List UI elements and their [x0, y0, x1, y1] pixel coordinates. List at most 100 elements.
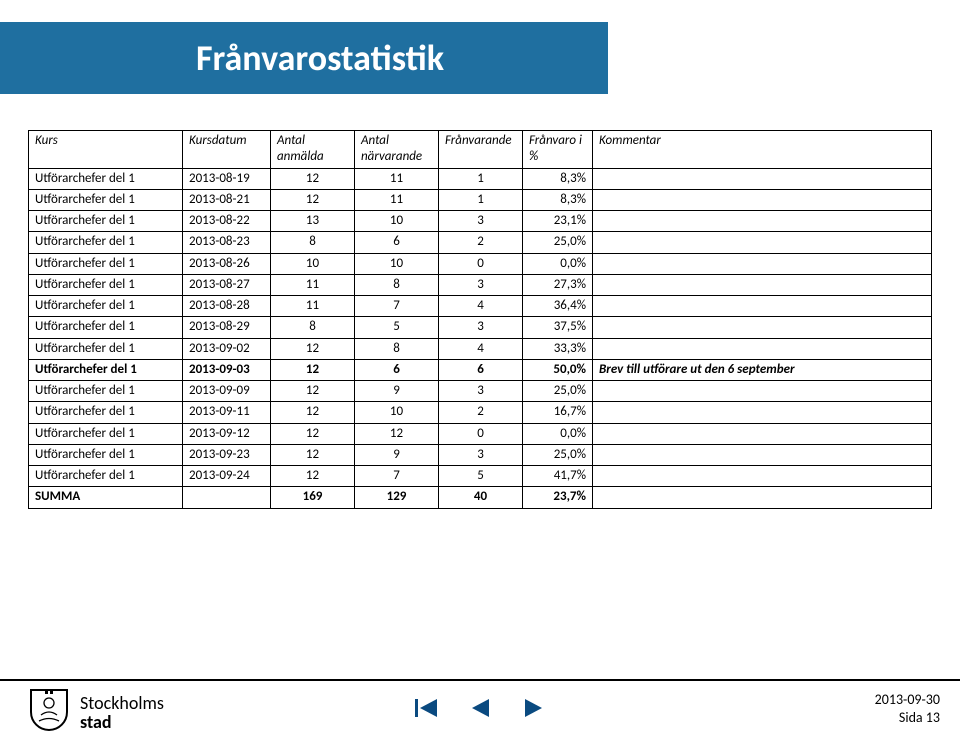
cell-kurs: Utförarchefer del 1: [29, 253, 183, 274]
cell-kurs: Utförarchefer del 1: [29, 317, 183, 338]
cell-kurs: Utförarchefer del 1: [29, 168, 183, 189]
nav-first-icon[interactable]: [413, 695, 439, 726]
cell-pct: 33,3%: [523, 338, 593, 359]
cell-date: 2013-08-23: [183, 232, 271, 253]
cell-kurs: Utförarchefer del 1: [29, 359, 183, 380]
cell-date: 2013-08-19: [183, 168, 271, 189]
table-row: Utförarchefer del 12013-09-24127541,7%: [29, 466, 932, 487]
cell-pct: 25,0%: [523, 232, 593, 253]
cell-summa-narv: 129: [355, 487, 439, 508]
cell-anmalda: 12: [271, 189, 355, 210]
cell-franvarande: 4: [439, 338, 523, 359]
cell-comment: [593, 317, 932, 338]
cell-pct: 37,5%: [523, 317, 593, 338]
cell-narvarande: 7: [355, 296, 439, 317]
cell-date: 2013-09-12: [183, 423, 271, 444]
nav-prev-icon[interactable]: [467, 695, 493, 726]
cell-narvarande: 9: [355, 381, 439, 402]
cell-franvarande: 0: [439, 423, 523, 444]
cell-anmalda: 12: [271, 338, 355, 359]
cell-anmalda: 12: [271, 381, 355, 402]
cell-comment: [593, 274, 932, 295]
nav-next-icon[interactable]: [521, 695, 547, 726]
cell-narvarande: 9: [355, 444, 439, 465]
col-header-kurs: Kurs: [29, 131, 183, 169]
table-row: Utförarchefer del 12013-09-03126650,0%Br…: [29, 359, 932, 380]
table-row: Utförarchefer del 12013-08-2985337,5%: [29, 317, 932, 338]
cell-narvarande: 10: [355, 253, 439, 274]
cell-date: 2013-08-27: [183, 274, 271, 295]
cell-kurs: Utförarchefer del 1: [29, 444, 183, 465]
cell-narvarande: 6: [355, 359, 439, 380]
cell-narvarande: 7: [355, 466, 439, 487]
cell-comment: [593, 211, 932, 232]
cell-kurs: Utförarchefer del 1: [29, 189, 183, 210]
cell-franvarande: 3: [439, 444, 523, 465]
cell-date: 2013-09-02: [183, 338, 271, 359]
page-title: Frånvarostatistik: [196, 36, 444, 80]
cell-comment: [593, 189, 932, 210]
table-row: Utförarchefer del 12013-09-12121200,0%: [29, 423, 932, 444]
cell-comment: [593, 253, 932, 274]
table-row: Utförarchefer del 12013-08-221310323,1%: [29, 211, 932, 232]
cell-comment: [593, 402, 932, 423]
cell-narvarande: 10: [355, 211, 439, 232]
cell-anmalda: 10: [271, 253, 355, 274]
cell-franvarande: 2: [439, 232, 523, 253]
cell-kurs: Utförarchefer del 1: [29, 402, 183, 423]
cell-pct: 50,0%: [523, 359, 593, 380]
cell-kurs: Utförarchefer del 1: [29, 211, 183, 232]
cell-franvarande: 0: [439, 253, 523, 274]
cell-narvarande: 11: [355, 168, 439, 189]
cell-franvarande: 2: [439, 402, 523, 423]
table-row: Utförarchefer del 12013-09-111210216,7%: [29, 402, 932, 423]
cell-narvarande: 8: [355, 338, 439, 359]
logo: Stockholms stad: [28, 687, 164, 737]
cell-kurs: Utförarchefer del 1: [29, 296, 183, 317]
title-accent-bar: [0, 22, 178, 94]
cell-date: 2013-08-29: [183, 317, 271, 338]
cell-date: 2013-09-09: [183, 381, 271, 402]
cell-franvarande: 1: [439, 168, 523, 189]
cell-anmalda: 12: [271, 444, 355, 465]
cell-comment: [593, 444, 932, 465]
cell-narvarande: 11: [355, 189, 439, 210]
table-row: Utförarchefer del 12013-08-19121118,3%: [29, 168, 932, 189]
cell-comment: [593, 423, 932, 444]
cell-date: 2013-08-26: [183, 253, 271, 274]
table-row: Utförarchefer del 12013-08-28117436,4%: [29, 296, 932, 317]
col-header-kommentar: Kommentar: [593, 131, 932, 169]
cell-date: 2013-08-22: [183, 211, 271, 232]
cell-anmalda: 12: [271, 402, 355, 423]
cell-franvarande: 5: [439, 466, 523, 487]
cell-anmalda: 12: [271, 466, 355, 487]
table-row: Utförarchefer del 12013-08-2386225,0%: [29, 232, 932, 253]
cell-anmalda: 11: [271, 274, 355, 295]
cell-franvarande: 4: [439, 296, 523, 317]
cell-anmalda: 13: [271, 211, 355, 232]
cell-kurs: Utförarchefer del 1: [29, 338, 183, 359]
table-header-row: Kurs Kursdatum Antalanmälda Antalnärvara…: [29, 131, 932, 169]
cell-summa-kom: [593, 487, 932, 508]
attendance-table-wrapper: Kurs Kursdatum Antalanmälda Antalnärvara…: [28, 130, 932, 509]
cell-comment: [593, 381, 932, 402]
cell-pct: 8,3%: [523, 168, 593, 189]
col-header-franvarande: Frånvarande: [439, 131, 523, 169]
cell-summa-label: SUMMA: [29, 487, 183, 508]
cell-franvarande: 1: [439, 189, 523, 210]
cell-pct: 27,3%: [523, 274, 593, 295]
cell-anmalda: 8: [271, 232, 355, 253]
table-row: Utförarchefer del 12013-09-23129325,0%: [29, 444, 932, 465]
title-box: Frånvarostatistik: [178, 22, 608, 94]
table-row: Utförarchefer del 12013-09-02128433,3%: [29, 338, 932, 359]
cell-pct: 25,0%: [523, 381, 593, 402]
cell-summa-pct: 23,7%: [523, 487, 593, 508]
cell-date: 2013-09-24: [183, 466, 271, 487]
cell-anmalda: 11: [271, 296, 355, 317]
cell-summa-date: [183, 487, 271, 508]
cell-anmalda: 12: [271, 168, 355, 189]
cell-kurs: Utförarchefer del 1: [29, 274, 183, 295]
col-header-franvaro-pct: Frånvaro i%: [523, 131, 593, 169]
cell-kurs: Utförarchefer del 1: [29, 466, 183, 487]
cell-date: 2013-08-21: [183, 189, 271, 210]
